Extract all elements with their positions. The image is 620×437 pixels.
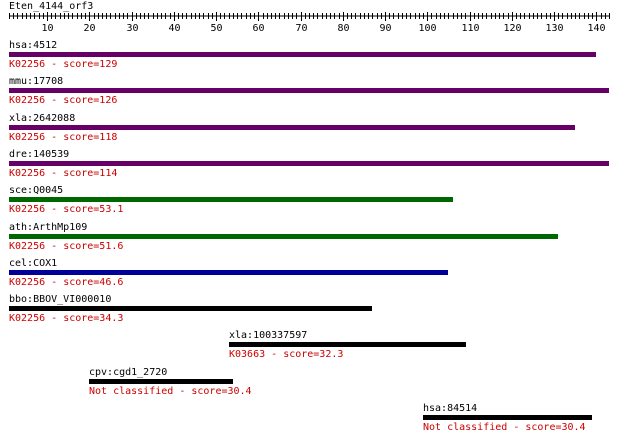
hit-alignment-bar[interactable] <box>89 379 233 384</box>
hit-annotation-separator: - <box>45 277 64 288</box>
hit-gene-label[interactable]: hsa:84514 <box>423 403 478 414</box>
hit-annotation: Not classified - score=30.4 <box>423 422 586 433</box>
hit-gene-label[interactable]: mmu:17708 <box>9 76 64 87</box>
hit-gene-label[interactable]: dre:140539 <box>9 149 70 160</box>
hit-annotation: K02256 - score=46.6 <box>9 277 123 288</box>
ruler-tick-label: 50 <box>210 23 222 34</box>
hit-annotation: K02256 - score=114 <box>9 168 117 179</box>
hit-score: score=32.3 <box>283 349 344 360</box>
ruler-tick-label: 130 <box>545 23 563 34</box>
ruler-tick-label: 60 <box>252 23 264 34</box>
hit-annotation-separator: - <box>45 168 64 179</box>
hit-alignment-bar[interactable] <box>9 88 609 93</box>
hit-annotation-separator: - <box>45 313 64 324</box>
ruler-tick-label: 40 <box>168 23 180 34</box>
hit-annotation-separator: - <box>45 241 64 252</box>
query-label: Eten_4144_orf3 <box>9 1 94 12</box>
ruler-tick-label: 20 <box>83 23 95 34</box>
hit-gene-label[interactable]: xla:2642088 <box>9 113 76 124</box>
hit-ko-link[interactable]: K02256 <box>9 59 46 70</box>
hit-ko-link[interactable]: K02256 <box>9 277 46 288</box>
hit-annotation: K02256 - score=129 <box>9 59 117 70</box>
hit-annotation: K02256 - score=51.6 <box>9 241 123 252</box>
ruler-tick-label: 120 <box>503 23 521 34</box>
hit-annotation: K02256 - score=126 <box>9 95 117 106</box>
hit-annotation: K02256 - score=118 <box>9 132 117 143</box>
hit-ko-link[interactable]: K02256 <box>9 204 46 215</box>
hit-score: score=46.6 <box>63 277 124 288</box>
hit-score: score=30.4 <box>525 422 586 433</box>
hit-ko-link[interactable]: K02256 <box>9 168 46 179</box>
hit-score: score=30.4 <box>191 386 252 397</box>
hit-ko-link[interactable]: K03663 <box>229 349 266 360</box>
ruler-tick-label: 100 <box>418 23 436 34</box>
hit-alignment-bar[interactable] <box>9 306 372 311</box>
hit-annotation-separator: - <box>265 349 284 360</box>
hit-gene-label[interactable]: xla:100337597 <box>229 330 308 341</box>
hit-score: score=53.1 <box>63 204 124 215</box>
ruler-tick-label: 70 <box>295 23 307 34</box>
hit-score: score=129 <box>63 59 118 70</box>
hit-annotation-separator: - <box>173 386 192 397</box>
hit-alignment-bar[interactable] <box>9 161 609 166</box>
hit-gene-label[interactable]: bbo:BBOV_VI000010 <box>9 294 112 305</box>
ruler-tick-label: 110 <box>461 23 479 34</box>
ruler-tick-label: 10 <box>41 23 53 34</box>
hit-gene-label[interactable]: cpv:cgd1_2720 <box>89 367 168 378</box>
hit-ko-link[interactable]: Not classified <box>423 422 508 433</box>
hit-annotation-separator: - <box>45 204 64 215</box>
hit-annotation: K03663 - score=32.3 <box>229 349 343 360</box>
hit-alignment-bar[interactable] <box>9 270 448 275</box>
hit-score: score=126 <box>63 95 118 106</box>
hit-ko-link[interactable]: K02256 <box>9 313 46 324</box>
hit-alignment-bar[interactable] <box>9 125 575 130</box>
hit-score: score=114 <box>63 168 118 179</box>
hit-annotation: Not classified - score=30.4 <box>89 386 252 397</box>
hit-annotation: K02256 - score=53.1 <box>9 204 123 215</box>
hit-annotation-separator: - <box>45 95 64 106</box>
hit-ko-link[interactable]: K02256 <box>9 132 46 143</box>
hit-gene-label[interactable]: sce:Q0045 <box>9 185 64 196</box>
hit-ko-link[interactable]: Not classified <box>89 386 174 397</box>
hit-alignment-bar[interactable] <box>229 342 466 347</box>
hit-score: score=34.3 <box>63 313 124 324</box>
hit-alignment-bar[interactable] <box>9 197 453 202</box>
hit-annotation-separator: - <box>45 59 64 70</box>
hit-annotation-separator: - <box>45 132 64 143</box>
hit-score: score=51.6 <box>63 241 124 252</box>
sequence-ruler: 10 20 30 40 50 60 70 80 90 100 110 120 130 140 <box>9 12 610 34</box>
hit-score: score=118 <box>63 132 118 143</box>
hit-gene-label[interactable]: hsa:4512 <box>9 40 58 51</box>
hit-alignment-bar[interactable] <box>9 52 596 57</box>
hit-gene-label[interactable]: cel:COX1 <box>9 258 58 269</box>
ruler-tick-label: 30 <box>126 23 138 34</box>
hit-ko-link[interactable]: K02256 <box>9 95 46 106</box>
ruler-tick-label: 90 <box>379 23 391 34</box>
hit-annotation: K02256 - score=34.3 <box>9 313 123 324</box>
hit-alignment-bar[interactable] <box>9 234 558 239</box>
hit-annotation-separator: - <box>507 422 526 433</box>
ruler-tick-label: 140 <box>587 23 605 34</box>
hit-gene-label[interactable]: ath:ArthMp109 <box>9 222 88 233</box>
ruler-tick-label: 80 <box>337 23 349 34</box>
hit-ko-link[interactable]: K02256 <box>9 241 46 252</box>
hit-alignment-bar[interactable] <box>423 415 592 420</box>
